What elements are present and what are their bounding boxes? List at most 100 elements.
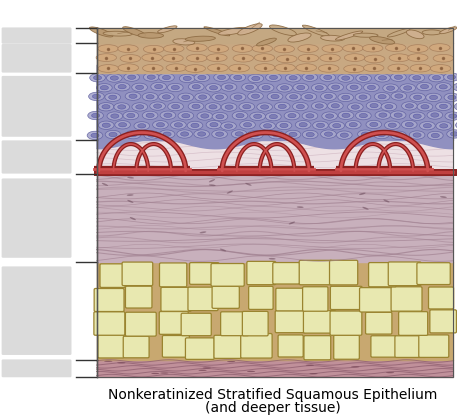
Ellipse shape (379, 113, 387, 117)
Ellipse shape (422, 30, 441, 35)
Ellipse shape (232, 44, 253, 52)
Ellipse shape (264, 124, 272, 128)
Ellipse shape (254, 114, 262, 119)
Ellipse shape (144, 45, 164, 53)
Ellipse shape (391, 92, 407, 100)
Ellipse shape (370, 103, 378, 108)
Ellipse shape (269, 114, 277, 119)
Ellipse shape (114, 83, 130, 91)
Ellipse shape (405, 122, 413, 127)
Ellipse shape (98, 65, 118, 72)
Ellipse shape (102, 183, 108, 186)
Ellipse shape (401, 120, 417, 129)
Ellipse shape (447, 130, 463, 138)
Ellipse shape (298, 54, 319, 62)
Ellipse shape (231, 130, 247, 138)
Ellipse shape (406, 30, 424, 39)
Ellipse shape (351, 105, 359, 109)
Ellipse shape (322, 45, 343, 52)
FancyBboxPatch shape (1, 178, 72, 258)
FancyBboxPatch shape (330, 311, 362, 335)
Ellipse shape (167, 83, 183, 92)
FancyBboxPatch shape (100, 264, 125, 287)
Ellipse shape (410, 64, 430, 72)
Ellipse shape (127, 194, 134, 196)
Ellipse shape (432, 75, 440, 80)
Ellipse shape (212, 93, 228, 101)
Ellipse shape (324, 75, 332, 80)
Ellipse shape (207, 54, 227, 62)
Ellipse shape (154, 104, 162, 108)
Ellipse shape (305, 95, 313, 99)
Ellipse shape (383, 84, 399, 92)
Ellipse shape (447, 75, 456, 79)
Ellipse shape (276, 55, 297, 63)
Ellipse shape (173, 39, 195, 45)
Ellipse shape (91, 114, 100, 118)
Ellipse shape (427, 111, 443, 119)
Ellipse shape (410, 112, 425, 120)
Ellipse shape (103, 31, 132, 36)
Ellipse shape (136, 105, 144, 109)
Ellipse shape (315, 85, 323, 90)
Ellipse shape (209, 179, 215, 182)
Ellipse shape (420, 84, 428, 89)
Ellipse shape (164, 45, 184, 52)
FancyBboxPatch shape (371, 336, 397, 357)
Ellipse shape (394, 133, 402, 137)
Ellipse shape (457, 85, 465, 89)
Ellipse shape (428, 131, 443, 140)
Ellipse shape (265, 112, 281, 121)
Ellipse shape (216, 132, 224, 136)
FancyBboxPatch shape (329, 260, 358, 285)
FancyBboxPatch shape (211, 264, 244, 286)
Ellipse shape (408, 54, 428, 62)
Ellipse shape (208, 45, 228, 52)
Ellipse shape (91, 133, 99, 137)
Ellipse shape (210, 122, 218, 127)
Ellipse shape (234, 75, 242, 80)
Ellipse shape (333, 124, 341, 128)
FancyBboxPatch shape (122, 262, 153, 286)
Ellipse shape (364, 64, 384, 72)
Ellipse shape (298, 45, 319, 52)
Ellipse shape (337, 131, 352, 139)
Ellipse shape (401, 102, 417, 110)
Ellipse shape (389, 54, 410, 62)
Ellipse shape (221, 122, 237, 130)
Ellipse shape (166, 64, 187, 72)
Ellipse shape (243, 104, 251, 109)
Ellipse shape (181, 132, 189, 136)
Ellipse shape (436, 83, 451, 91)
Ellipse shape (292, 102, 308, 111)
Ellipse shape (201, 114, 209, 118)
Ellipse shape (378, 76, 387, 80)
Ellipse shape (360, 76, 368, 80)
Ellipse shape (296, 64, 317, 72)
Ellipse shape (356, 74, 372, 83)
Ellipse shape (178, 111, 194, 120)
Ellipse shape (459, 123, 467, 127)
Ellipse shape (144, 131, 160, 139)
Ellipse shape (187, 121, 203, 129)
Ellipse shape (159, 130, 175, 138)
Ellipse shape (107, 74, 122, 82)
Ellipse shape (102, 105, 110, 109)
FancyBboxPatch shape (94, 312, 125, 335)
Ellipse shape (378, 95, 386, 99)
Ellipse shape (240, 121, 255, 129)
Ellipse shape (280, 123, 288, 128)
Ellipse shape (362, 207, 369, 210)
Ellipse shape (302, 73, 318, 81)
Ellipse shape (260, 122, 275, 130)
Ellipse shape (297, 85, 305, 90)
Ellipse shape (230, 73, 246, 82)
Ellipse shape (417, 83, 432, 91)
Ellipse shape (440, 196, 447, 198)
Ellipse shape (289, 222, 295, 225)
Ellipse shape (216, 114, 224, 119)
FancyBboxPatch shape (302, 287, 328, 311)
Ellipse shape (258, 83, 274, 92)
Ellipse shape (405, 104, 413, 108)
FancyBboxPatch shape (388, 262, 421, 286)
